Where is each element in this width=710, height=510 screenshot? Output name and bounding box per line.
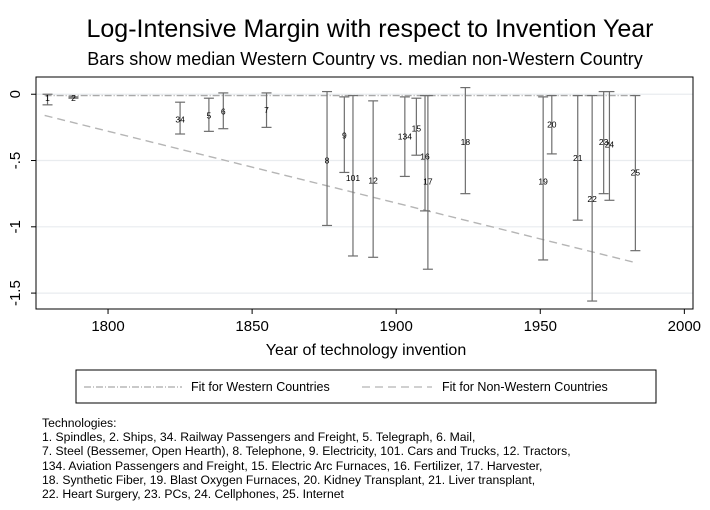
errorbar-label: 12 — [368, 175, 378, 185]
errorbar-label: 8 — [325, 156, 330, 166]
x-tick-label: 1800 — [91, 318, 124, 335]
errorbar-label: 134 — [398, 132, 412, 142]
notes-line: 22. Heart Surgery, 23. PCs, 24. Cellphon… — [42, 487, 344, 502]
x-tick-label: 1900 — [380, 318, 413, 335]
errorbar-label: 9 — [342, 130, 347, 140]
notes-line: 1. Spindles, 2. Ships, 34. Railway Passe… — [42, 430, 476, 445]
errorbar-label: 22 — [587, 194, 597, 204]
x-tick-label: 1950 — [524, 318, 557, 335]
errorbar-label: 16 — [420, 152, 430, 162]
errorbar-label: 34 — [175, 114, 185, 124]
chart-title: Log-Intensive Margin with respect to Inv… — [86, 15, 654, 43]
y-tick-label: -1 — [7, 220, 24, 233]
errorbar-label: 15 — [412, 124, 422, 134]
notes-line: 134. Aviation Passengers and Freight, 15… — [42, 458, 543, 473]
plot-frame — [35, 76, 694, 310]
errorbar-label: 21 — [573, 153, 583, 163]
errorbar-label: 5 — [207, 110, 212, 120]
errorbar-label: 24 — [605, 140, 615, 150]
notes-line: 7. Steel (Bessemer, Open Hearth), 8. Tel… — [42, 444, 571, 459]
errorbar-label: 6 — [221, 106, 226, 116]
errorbar-layer — [42, 87, 641, 302]
fit-layer — [44, 94, 636, 264]
grid-layer — [36, 93, 693, 294]
errorbar-label: 23 — [599, 137, 609, 147]
errorbar-label: 25 — [631, 167, 641, 177]
legend-label-nonwestern: Fit for Non-Western Countries — [442, 380, 608, 394]
errorbar-label: 2 — [71, 93, 76, 103]
chart-subtitle: Bars show median Western Country vs. med… — [87, 49, 643, 69]
errorbar-label: 19 — [538, 177, 548, 187]
notes-heading: Technologies: — [42, 416, 117, 430]
errorbar-label: 101 — [346, 173, 360, 183]
errorbar-label: 1 — [45, 93, 50, 103]
errorbar-label: 18 — [461, 137, 471, 147]
axis-layer: 0 -.5 -1 -1.5 1800 1850 1900 1950 2000 — [7, 90, 701, 335]
y-tick-label: -.5 — [7, 152, 24, 170]
x-axis-label: Year of technology invention — [266, 342, 466, 359]
errorbar-label: 20 — [547, 120, 557, 130]
y-tick-label: 0 — [7, 90, 24, 98]
y-tick-label: -1.5 — [7, 280, 24, 306]
x-tick-label: 2000 — [668, 318, 701, 335]
technology-notes: Technologies: 1. Spindles, 2. Ships, 34.… — [42, 416, 571, 501]
errorbar-label: 7 — [264, 105, 269, 115]
errorbar-label: 17 — [423, 177, 433, 187]
legend-label-western: Fit for Western Countries — [191, 380, 330, 394]
notes-line: 18. Synthetic Fiber, 19. Blast Oxygen Fu… — [42, 472, 536, 487]
fit-line-nonwestern — [44, 114, 636, 264]
x-tick-label: 1850 — [235, 318, 268, 335]
